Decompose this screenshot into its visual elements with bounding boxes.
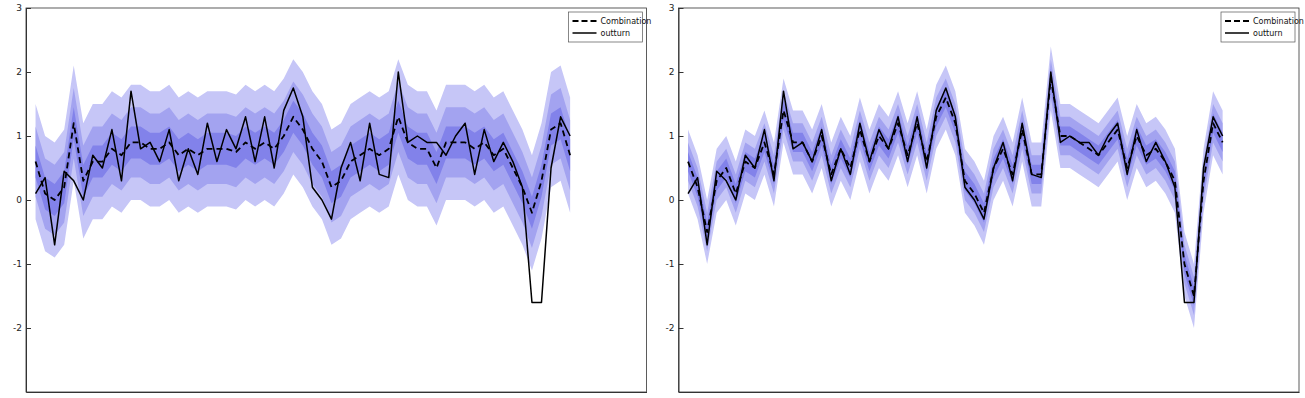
y-tick-mark (679, 328, 684, 329)
y-tick: -1 (13, 259, 31, 269)
chart-root: -2 -1 0 1 2 3 Combination outturn -2 -1 0 1 2 3 Combin… (0, 0, 1305, 398)
legend-swatch (1225, 32, 1249, 34)
legend-label: Combination (1253, 17, 1304, 26)
plot-frame (26, 8, 647, 392)
y-tick-label: 1 (16, 131, 22, 141)
y-tick-mark (679, 200, 684, 201)
legend-label: outturn (601, 29, 631, 38)
x-axis-line (27, 392, 648, 393)
legend-swatch (1225, 20, 1249, 22)
y-tick: 3 (16, 3, 31, 13)
y-tick-label: 2 (669, 67, 675, 77)
x-axis-line (679, 392, 1300, 393)
y-tick-label: -1 (13, 259, 22, 269)
fan-band (688, 46, 1223, 328)
y-tick-mark (679, 136, 684, 137)
y-tick-label: 2 (16, 67, 22, 77)
legend-swatch (573, 32, 597, 34)
plot-area (688, 46, 1223, 328)
y-tick-mark (26, 200, 31, 201)
fan-band (36, 59, 571, 270)
plot-frame (679, 8, 1300, 392)
legend-swatch (573, 20, 597, 22)
y-tick-mark (679, 72, 684, 73)
y-tick: 1 (16, 131, 31, 141)
y-tick-label: 3 (669, 3, 675, 13)
chart-svg: -2 -1 0 1 2 3 Combination outturn -2 -1 0 1 2 3 Combin… (0, 0, 1305, 398)
x-axis (679, 392, 1300, 393)
y-tick-mark (679, 8, 684, 9)
legend: Combination outturn (1221, 12, 1304, 42)
y-tick: -2 (666, 323, 684, 333)
y-tick: 0 (16, 195, 31, 205)
series-line (36, 117, 571, 213)
y-axis: -2 -1 0 1 2 3 (13, 3, 31, 392)
y-tick-mark (26, 72, 31, 73)
y-tick: 2 (669, 67, 684, 77)
panel: -2 -1 0 1 2 3 Combination outturn (13, 3, 651, 392)
y-tick-label: 3 (16, 3, 22, 13)
x-axis (27, 392, 648, 393)
legend-label: Combination (601, 17, 652, 26)
y-tick-mark (26, 136, 31, 137)
y-tick: -1 (666, 259, 684, 269)
y-tick: 3 (669, 3, 684, 13)
series-line (688, 72, 1223, 302)
y-tick-mark (26, 264, 31, 265)
series-line (36, 72, 571, 302)
y-tick-mark (26, 328, 31, 329)
y-tick-label: 0 (16, 195, 22, 205)
y-tick-mark (26, 8, 31, 9)
y-tick: 2 (16, 67, 31, 77)
y-tick-label: 1 (669, 131, 675, 141)
fan-band (36, 82, 571, 248)
legend-label: outturn (1253, 29, 1283, 38)
series-line (688, 78, 1223, 296)
fan-band (688, 59, 1223, 315)
panel: -2 -1 0 1 2 3 Combination outturn (666, 3, 1304, 392)
y-tick-label: 0 (669, 195, 675, 205)
fan-band (688, 69, 1223, 306)
y-tick-label: -2 (13, 323, 22, 333)
plot-area (36, 59, 571, 302)
y-tick: -2 (13, 323, 31, 333)
legend: Combination outturn (569, 12, 652, 42)
y-tick: 1 (669, 131, 684, 141)
y-axis: -2 -1 0 1 2 3 (666, 3, 684, 392)
y-tick: 0 (669, 195, 684, 205)
y-tick-label: -2 (666, 323, 675, 333)
y-tick-mark (679, 264, 684, 265)
y-tick-label: -1 (666, 259, 675, 269)
